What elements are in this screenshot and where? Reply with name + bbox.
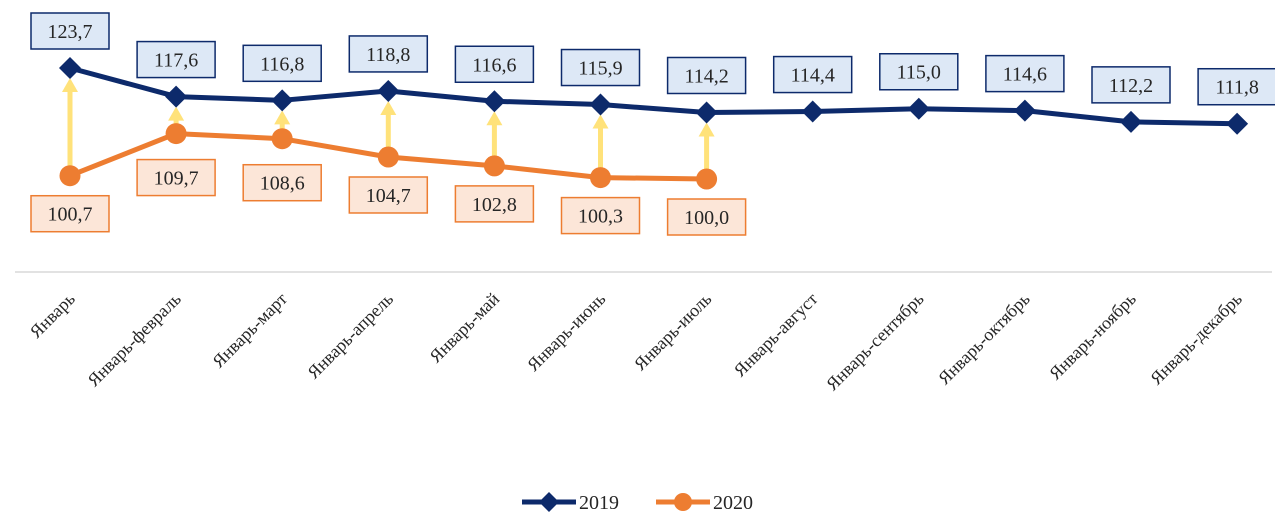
x-tick-label: Январь [26,289,79,342]
data-label-2019-box [30,12,110,50]
x-tick-label: Январь-февраль [83,289,185,391]
data-label-2019-box [985,54,1065,93]
marker-2019 [483,90,506,113]
data-label-2019: 114,2 [684,65,728,87]
marker-2020 [165,123,187,145]
data-label-2020-box [30,194,110,233]
data-label-2019-box [242,44,322,83]
difference-arrow-head [592,114,609,129]
legend-marker-2019 [539,492,559,512]
data-label-2019-box [1091,66,1171,104]
marker-2020 [696,168,718,190]
x-tick-label: Январь-июль [630,289,716,375]
data-label-2019: 114,4 [791,65,835,87]
data-label-2020: 100,0 [684,207,729,229]
difference-arrow-head [62,78,78,92]
x-tick-label: Январь-август [730,289,822,381]
data-label-2019: 115,0 [897,62,941,84]
data-label-2020: 100,3 [578,206,623,228]
marker-2019 [801,100,824,123]
data-label-2019-box [772,55,853,94]
data-label-2019: 116,8 [260,53,304,75]
marker-2020 [483,155,505,177]
data-label-2020-box [454,185,535,223]
x-tick-label: Январь-май [425,288,503,366]
data-label-2020: 109,7 [154,168,199,190]
difference-arrow-head [698,122,715,137]
data-label-2020: 108,6 [260,173,305,195]
data-label-2019: 111,8 [1215,77,1259,99]
marker-2019 [377,79,400,102]
data-label-2019-box [1197,67,1275,106]
legend-label-2020: 2020 [713,492,753,514]
series-line-2019 [69,65,1238,127]
difference-arrow-head [274,110,291,125]
data-label-2020-box [666,198,747,236]
data-label-2019: 114,6 [1003,64,1047,86]
data-label-2020-box [242,163,322,202]
marker-2020 [377,146,399,168]
data-label-2019: 115,9 [578,58,622,80]
x-tick-label: Январь-ноябрь [1045,289,1140,384]
data-label-2019-box [560,48,641,87]
data-label-2019: 118,8 [366,44,410,66]
marker-2019 [907,97,930,120]
data-label-2019: 123,7 [48,21,93,43]
data-label-2019-box [879,52,959,91]
marker-2019 [1013,99,1036,122]
marker-2019 [589,93,612,116]
x-tick-label: Январь-декабрь [1146,289,1246,389]
legend-marker-2020 [674,493,692,511]
data-labels: 123,7 117,6 116,8 118,8 116,6 115,9 114,2 114,4… [30,12,1275,236]
marker-2019 [1120,110,1142,133]
marker-2019 [271,89,294,112]
data-label-2019-box [136,40,216,79]
legend: 2019 2020 [522,492,753,514]
marker-2019 [59,57,81,79]
data-label-2019: 116,6 [472,54,516,76]
data-label-2019-box [666,56,747,95]
data-label-2020-box [560,196,641,235]
data-label-2020: 100,7 [48,204,93,226]
x-tick-labels: Январь Январь-февраль Январь-март Январь-ап… [26,288,1246,394]
data-label-2020-box [136,158,216,197]
data-label-2020: 104,7 [366,185,411,207]
marker-2020 [271,128,293,150]
difference-arrow-head [168,106,185,121]
series-markers [59,57,1249,190]
legend-label-2019: 2019 [579,492,619,514]
data-label-2019-box [348,35,429,73]
marker-2020 [59,165,81,187]
marker-2019 [695,101,718,124]
data-label-2020: 102,8 [472,194,517,216]
data-label-2019-box [454,45,535,84]
x-tick-label: Январь-сентябрь [822,289,928,395]
marker-2019 [165,85,188,108]
marker-2019 [1226,112,1249,135]
x-tick-label: Январь-апрель [303,289,397,383]
difference-arrow-head [380,100,397,115]
x-tick-label: Январь-октябрь [934,289,1034,389]
x-tick-label: Январь-март [208,289,291,372]
marker-2020 [590,167,611,189]
difference-arrow-head [486,111,503,126]
data-label-2019: 117,6 [154,50,198,72]
data-label-2020-box [348,176,429,214]
data-label-2019: 112,2 [1109,75,1153,97]
x-tick-label: Январь-июнь [523,289,609,375]
